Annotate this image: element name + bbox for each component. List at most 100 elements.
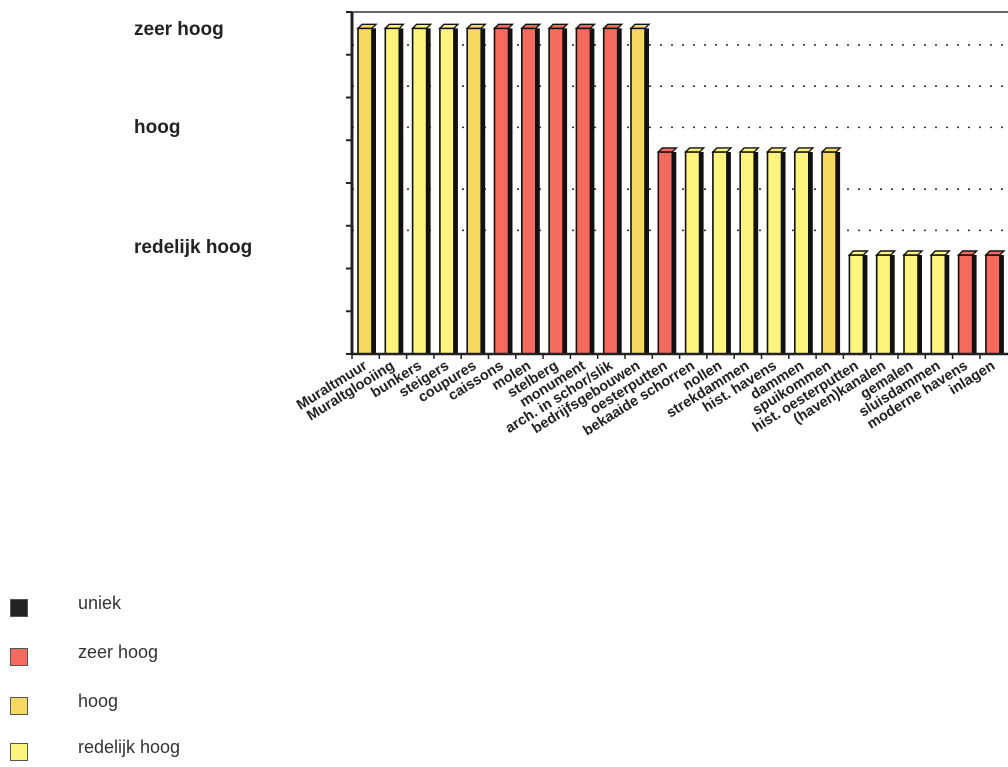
bar-side [563, 28, 568, 354]
bar-top [902, 250, 924, 256]
bar [847, 250, 870, 355]
bar-face [793, 151, 810, 355]
legend-label: zeer hoog [78, 642, 159, 662]
bar [683, 147, 706, 355]
bar [492, 23, 515, 355]
bar-face [466, 27, 483, 355]
bar-face [384, 27, 401, 355]
bar-face [411, 27, 428, 355]
bar-face [957, 254, 974, 355]
bar-face [575, 27, 592, 355]
bar [902, 250, 924, 355]
bar-face [602, 27, 619, 355]
bar [656, 147, 678, 355]
bar-top [683, 147, 706, 153]
bar-side [481, 28, 486, 354]
bar-side [726, 151, 731, 354]
bar-side [863, 254, 868, 354]
legend-swatch-hoog [10, 697, 28, 715]
bar-side [617, 28, 622, 354]
bar [738, 147, 760, 355]
bar-side [999, 254, 1004, 354]
bar [465, 23, 487, 355]
bar-face [712, 151, 728, 355]
bar-top [574, 23, 597, 30]
bar-top [438, 23, 460, 30]
bar [602, 23, 624, 355]
legend-label: uniek [78, 593, 122, 613]
bar [574, 23, 597, 355]
bar-side [808, 151, 813, 354]
bar-top [383, 23, 405, 30]
bar [956, 250, 979, 355]
y-label-redelijk-hoog: redelijk hoog [134, 237, 253, 258]
bar-side [426, 28, 431, 354]
bar-face [357, 27, 373, 355]
bar-top [547, 23, 569, 30]
bar [547, 23, 569, 355]
bar-side [535, 28, 540, 354]
bar-side [945, 254, 950, 354]
bar-side [972, 254, 977, 354]
bar-face [548, 27, 564, 355]
bar-side [672, 151, 677, 354]
bar-top [956, 250, 979, 256]
bar-face [930, 254, 947, 355]
bars [356, 23, 1006, 355]
bar-side [836, 151, 841, 354]
bar-face [875, 254, 892, 355]
bar-side [781, 151, 786, 354]
bar-side [890, 254, 895, 354]
bar-face [684, 151, 701, 355]
legend-label: redelijk hoog [78, 737, 181, 757]
bar-face [739, 151, 756, 355]
bar-face [439, 27, 455, 355]
y-label-hoog: hoog [134, 117, 181, 138]
bar-face [903, 254, 919, 355]
bar-top [984, 250, 1006, 256]
bar-top [820, 147, 842, 153]
x-tick-labels: MuraltmuurMuraltglooiingbunkerssteigersc… [294, 357, 998, 439]
bar-top [929, 250, 951, 256]
bar-top [602, 23, 624, 30]
bar-top [492, 23, 515, 30]
bar-side [645, 28, 649, 354]
bar-top [520, 23, 542, 30]
bar-top [847, 250, 870, 256]
legend-swatch-redelijk-hoog [10, 743, 28, 761]
bar-top [765, 147, 788, 153]
bar [765, 147, 788, 355]
legend-swatch-uniek [10, 599, 28, 617]
bar [438, 23, 460, 355]
bar-top [629, 23, 651, 30]
bar-side [754, 151, 759, 354]
bar [929, 250, 951, 355]
bar-face [848, 254, 865, 355]
legend-label: hoog [78, 691, 119, 711]
bar-top [738, 147, 760, 153]
bar-top [793, 147, 815, 153]
bar [984, 250, 1006, 355]
bar [711, 147, 733, 355]
bar-face [657, 151, 674, 355]
legend-swatch-zeer-hoog [10, 648, 28, 666]
bar-top [656, 147, 678, 153]
bar-chart: MuraltmuurMuraltglooiingbunkerssteigersc… [294, 11, 1008, 439]
bar-side [590, 28, 595, 354]
axes [346, 11, 1008, 359]
y-label-zeer-hoog: zeer hoog [134, 19, 224, 40]
bar-face [821, 151, 837, 355]
bar-side [372, 28, 376, 354]
bar-face [985, 254, 1001, 355]
bar [820, 147, 842, 355]
bar-face [630, 27, 646, 355]
bar-side [918, 254, 922, 354]
bar-side [699, 151, 704, 354]
bar [383, 23, 405, 355]
bar [875, 250, 897, 355]
bar-top [465, 23, 487, 30]
bar-face [766, 151, 783, 355]
bar-top [410, 23, 433, 30]
bar-face [520, 27, 537, 355]
bar [356, 23, 378, 355]
